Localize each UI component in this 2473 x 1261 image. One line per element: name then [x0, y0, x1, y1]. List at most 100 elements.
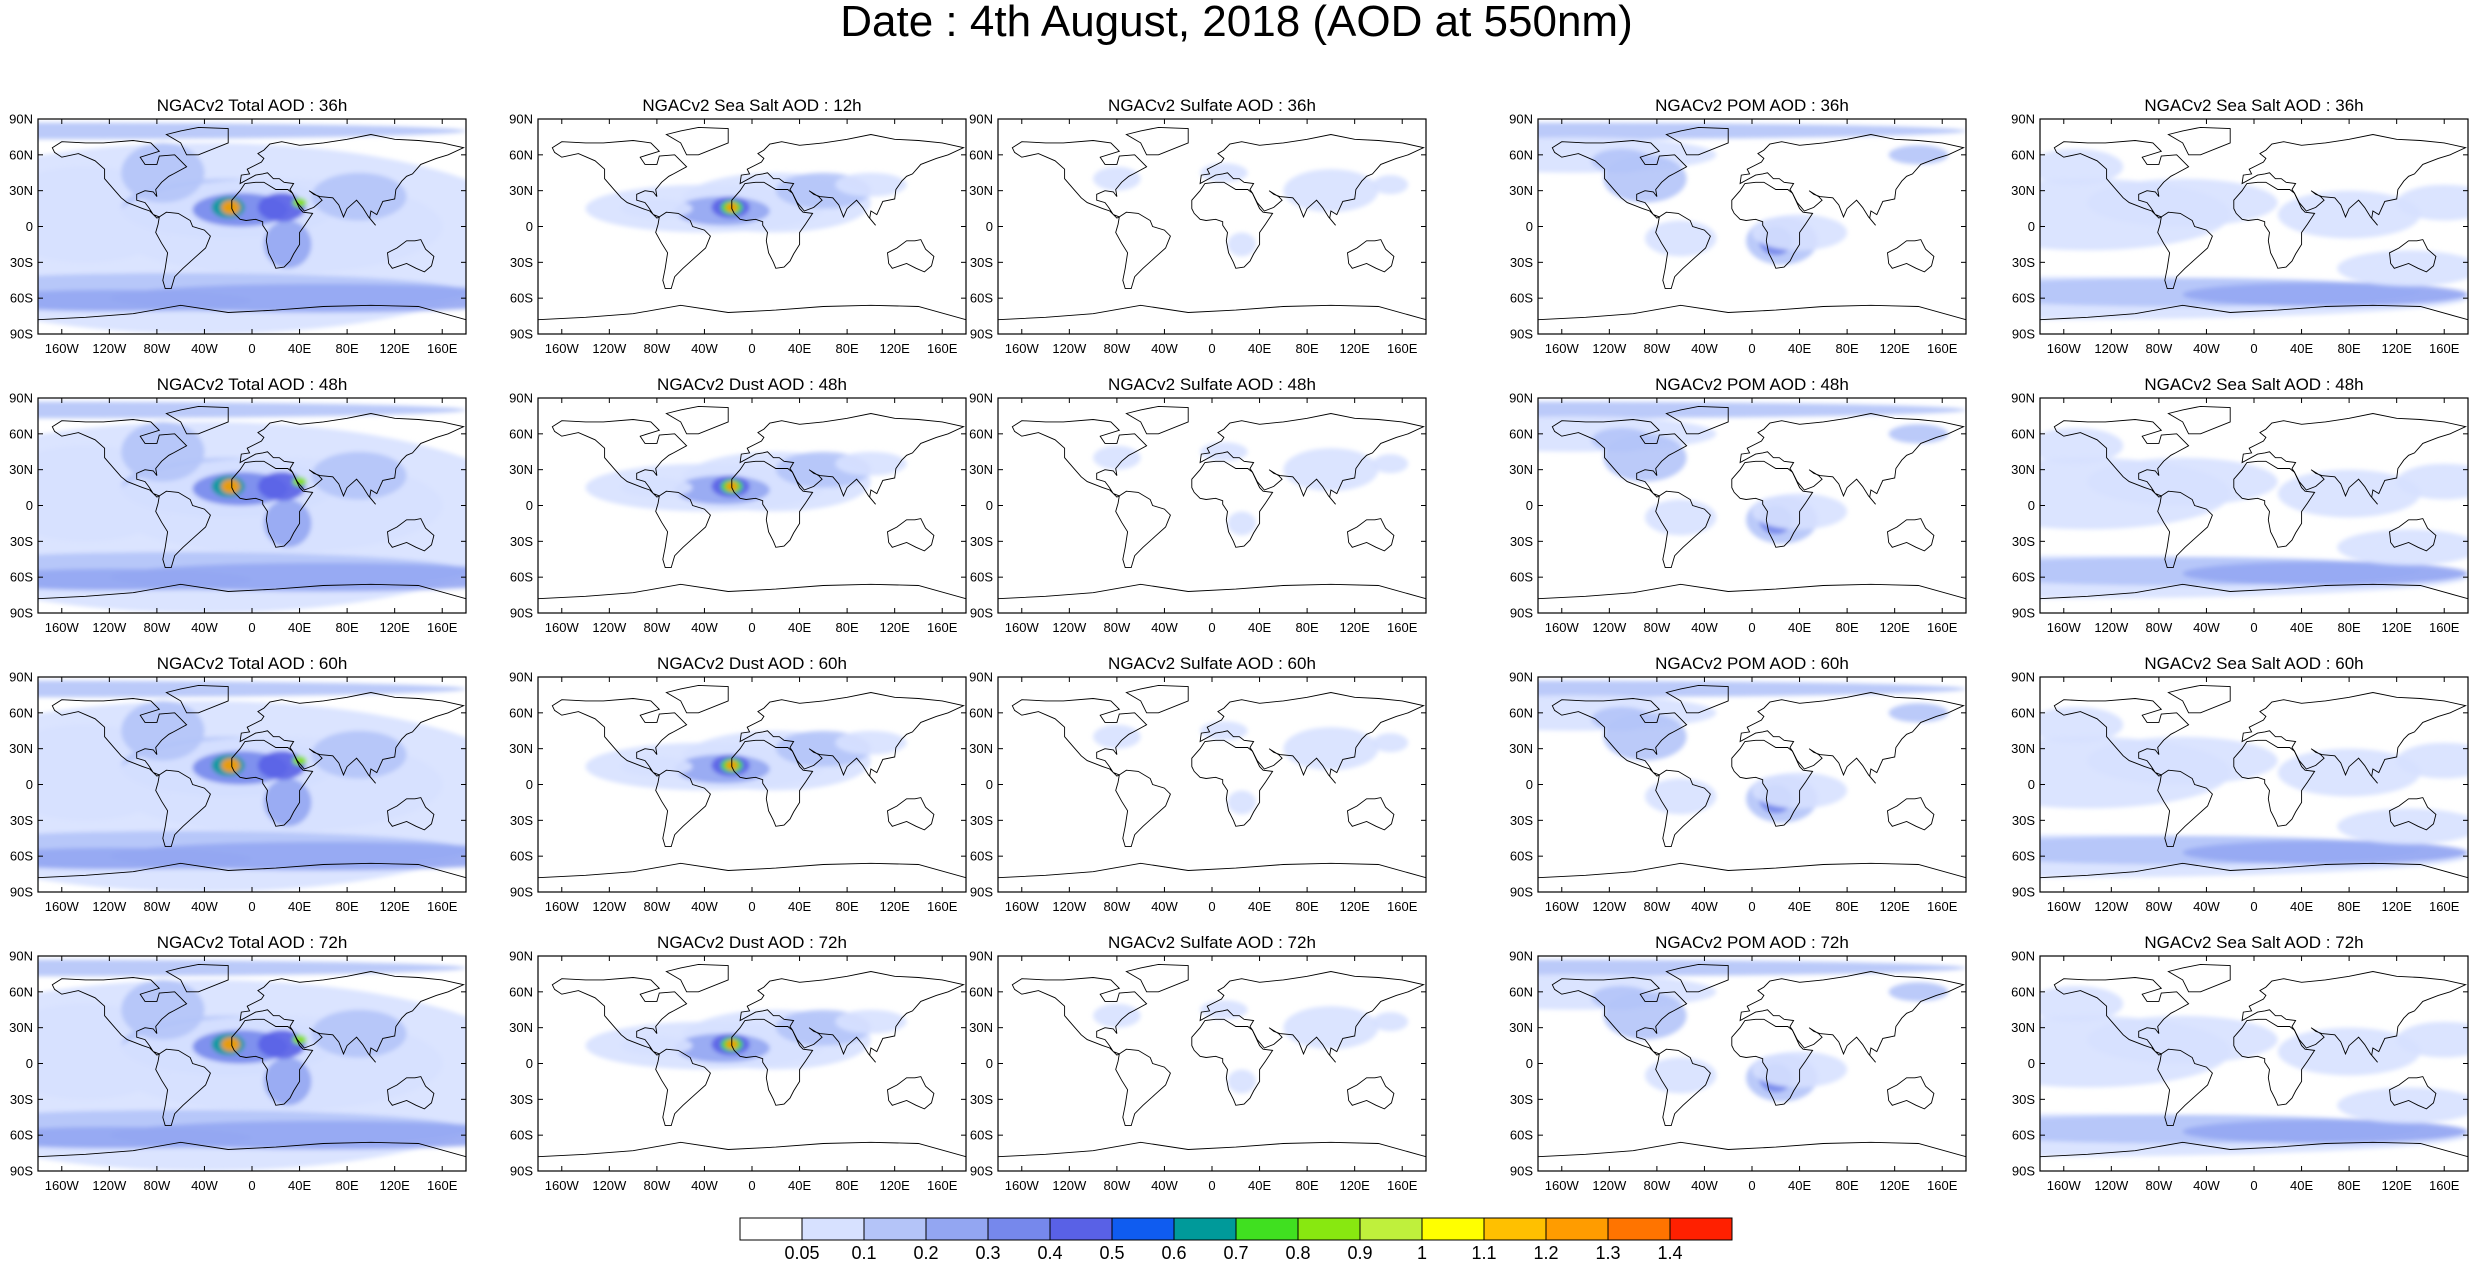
coastline [165, 405, 229, 435]
lon-label: 80W [144, 899, 171, 914]
aerosol-field [1538, 401, 1966, 544]
lon-label: 40W [1151, 341, 1178, 356]
lat-label: 60N [9, 984, 33, 999]
coastline [739, 134, 965, 226]
coastline [731, 460, 814, 548]
aod-patch [1538, 401, 1966, 419]
lat-label: 30S [970, 1092, 993, 1107]
lat-label: 60S [510, 849, 533, 864]
coastline [1665, 684, 1729, 714]
panel-title: NGACv2 POM AOD : 72h [1655, 933, 1849, 952]
lon-label: 80W [1644, 1178, 1671, 1193]
coastline [2053, 977, 2190, 1056]
lon-label: 120W [1052, 899, 1087, 914]
lat-label: 30S [10, 813, 33, 828]
lon-label: 80W [644, 341, 671, 356]
lon-label: 40E [2290, 341, 2313, 356]
lat-label: 60S [970, 1128, 993, 1143]
lon-label: 120E [379, 620, 410, 635]
lon-label: 40W [1691, 341, 1718, 356]
lon-label: 160W [2047, 1178, 2082, 1193]
colorbar-swatch [1049, 1217, 1113, 1241]
lat-label: 30N [969, 462, 993, 477]
lat-label: 0 [986, 219, 993, 234]
lon-label: 160E [2429, 620, 2460, 635]
lon-label: 120E [1879, 1178, 1910, 1193]
aerosol-field [2040, 427, 2468, 599]
aod-patch [1591, 985, 1651, 1010]
lon-label: 40E [1248, 899, 1271, 914]
lon-label: 40W [1691, 899, 1718, 914]
coastline [2241, 971, 2467, 1063]
lat-label: 90N [9, 391, 33, 406]
lat-label: 60N [509, 426, 533, 441]
lat-label: 60S [10, 1128, 33, 1143]
aod-patch [38, 1126, 252, 1149]
lon-label: 40W [691, 899, 718, 914]
lon-label: 80W [1644, 899, 1671, 914]
aod-patch [2396, 184, 2468, 221]
lon-label: 40W [1151, 899, 1178, 914]
coastlines [538, 405, 966, 613]
coastline [1538, 862, 1966, 892]
lon-label: 40W [691, 341, 718, 356]
panel-title: NGACv2 Dust AOD : 60h [657, 654, 847, 673]
coastline [1011, 140, 1148, 219]
panel-title: NGACv2 Sulfate AOD : 36h [1108, 96, 1316, 115]
lat-label: 90N [969, 112, 993, 127]
lon-label: 160E [2429, 341, 2460, 356]
aod-patch [1538, 959, 1966, 977]
coastline [887, 518, 935, 552]
coastlines [38, 963, 466, 1171]
aod-patch [1093, 445, 1141, 470]
lat-label: 90N [969, 391, 993, 406]
coastline [1191, 460, 1274, 548]
coastline [1665, 963, 1729, 993]
coastline [887, 797, 935, 831]
coastline [1665, 405, 1729, 435]
coastline [155, 490, 211, 569]
aod-patch [311, 1009, 407, 1058]
coastline [1551, 419, 1688, 498]
lat-label: 90S [970, 606, 993, 621]
lat-label: 90S [10, 606, 33, 621]
lat-label: 90N [1509, 391, 1533, 406]
lat-label: 30S [10, 534, 33, 549]
lat-label: 60N [509, 705, 533, 720]
aod-patch [38, 847, 252, 870]
aod-patch [2396, 1021, 2468, 1058]
lon-label: 40E [2290, 899, 2313, 914]
aod-patch [121, 700, 205, 761]
lon-label: 160E [1927, 341, 1958, 356]
lon-label: 40E [788, 341, 811, 356]
panel-title: NGACv2 Total AOD : 72h [157, 933, 348, 952]
coastline [1551, 698, 1688, 777]
lat-label: 90N [509, 949, 533, 964]
lon-label: 40W [2193, 341, 2220, 356]
lat-label: 60S [2012, 570, 2035, 585]
lon-label: 80E [2338, 899, 2361, 914]
lon-label: 80E [836, 1178, 859, 1193]
coastline [1011, 698, 1148, 777]
lon-label: 160E [927, 620, 958, 635]
lon-label: 80E [336, 620, 359, 635]
lat-label: 90S [970, 327, 993, 342]
aod-patch [1283, 727, 1379, 771]
coastline [1739, 134, 1965, 226]
lon-label: 160W [2047, 620, 2082, 635]
coastline [1011, 977, 1148, 1056]
aerosol-field [2040, 706, 2468, 878]
aod-patch [38, 568, 252, 591]
coastline [51, 698, 188, 777]
aod-patch [2277, 469, 2421, 518]
coastline [731, 181, 814, 269]
lat-label: 90S [10, 885, 33, 900]
lon-label: 40E [788, 620, 811, 635]
lat-label: 30S [970, 534, 993, 549]
lon-label: 160E [927, 899, 958, 914]
lon-label: 120E [879, 620, 910, 635]
panel-title: NGACv2 Dust AOD : 72h [657, 933, 847, 952]
lat-label: 60N [1509, 984, 1533, 999]
lat-label: 30S [510, 1092, 533, 1107]
